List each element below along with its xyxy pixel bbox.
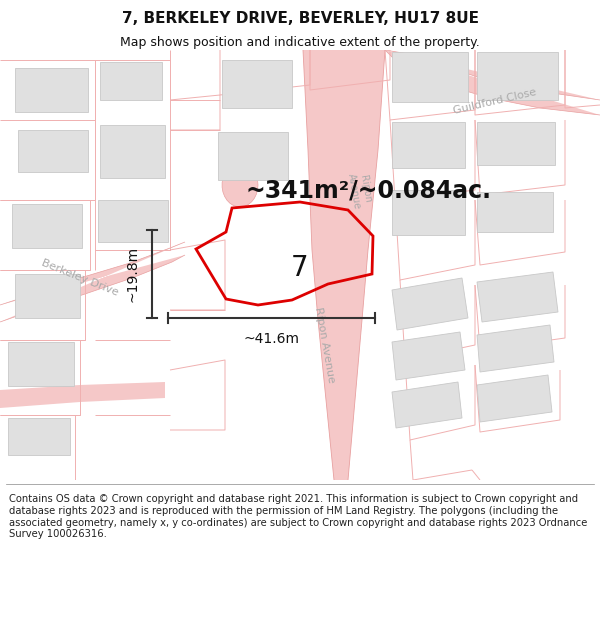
- Polygon shape: [18, 130, 88, 172]
- Polygon shape: [477, 325, 554, 372]
- Polygon shape: [15, 274, 80, 318]
- Text: Map shows position and indicative extent of the property.: Map shows position and indicative extent…: [120, 36, 480, 49]
- Polygon shape: [12, 204, 82, 248]
- Polygon shape: [477, 52, 558, 100]
- Text: ~41.6m: ~41.6m: [244, 332, 299, 346]
- Polygon shape: [8, 342, 74, 386]
- Polygon shape: [385, 50, 600, 115]
- Text: Contains OS data © Crown copyright and database right 2021. This information is : Contains OS data © Crown copyright and d…: [9, 494, 587, 539]
- Polygon shape: [98, 200, 168, 242]
- Text: Ripon
Avenue: Ripon Avenue: [346, 170, 374, 210]
- Polygon shape: [222, 60, 292, 108]
- Polygon shape: [100, 125, 165, 178]
- Text: 7: 7: [291, 254, 309, 282]
- Text: 7, BERKELEY DRIVE, BEVERLEY, HU17 8UE: 7, BERKELEY DRIVE, BEVERLEY, HU17 8UE: [121, 11, 479, 26]
- Polygon shape: [222, 163, 258, 207]
- Polygon shape: [477, 375, 552, 422]
- Polygon shape: [392, 52, 468, 102]
- Polygon shape: [477, 122, 555, 165]
- Polygon shape: [303, 50, 385, 480]
- Text: Guildford Close: Guildford Close: [452, 88, 538, 116]
- Polygon shape: [392, 278, 468, 330]
- Polygon shape: [392, 122, 465, 168]
- Polygon shape: [477, 272, 558, 322]
- Polygon shape: [218, 132, 288, 180]
- Polygon shape: [0, 242, 185, 322]
- Text: ~341m²/~0.084ac.: ~341m²/~0.084ac.: [245, 178, 491, 202]
- Polygon shape: [0, 382, 165, 408]
- Polygon shape: [392, 382, 462, 428]
- Polygon shape: [15, 68, 88, 112]
- Polygon shape: [392, 332, 465, 380]
- Polygon shape: [477, 192, 553, 232]
- Text: ~19.8m: ~19.8m: [126, 246, 140, 302]
- Text: Berkeley Drive: Berkeley Drive: [40, 258, 120, 298]
- Polygon shape: [392, 190, 465, 235]
- Polygon shape: [8, 418, 70, 455]
- Polygon shape: [100, 62, 162, 100]
- Text: Ripon Avenue: Ripon Avenue: [313, 306, 337, 384]
